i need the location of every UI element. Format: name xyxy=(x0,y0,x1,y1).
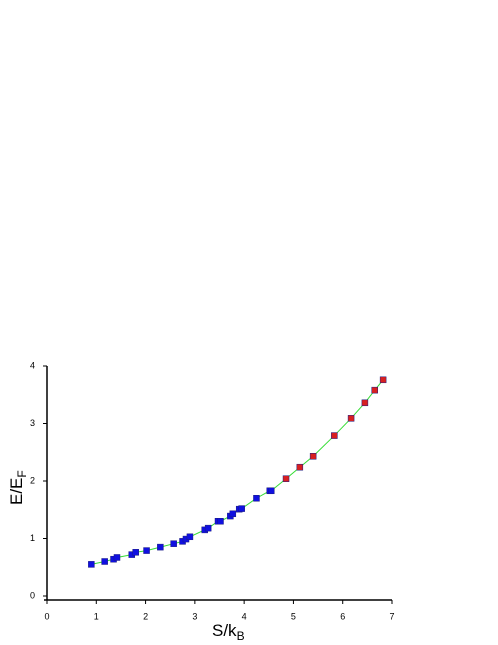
point xyxy=(238,505,245,512)
point xyxy=(88,561,95,568)
x-tick-label: 7 xyxy=(389,611,394,621)
y-tick-label: 0 xyxy=(30,590,35,600)
point xyxy=(268,487,275,495)
point xyxy=(217,518,224,525)
x-tick-label: 3 xyxy=(192,611,197,621)
x-tick-label: 4 xyxy=(242,611,247,621)
y-tick-label: 4 xyxy=(30,360,35,370)
point xyxy=(204,524,212,532)
fit-line xyxy=(91,490,272,565)
point xyxy=(186,533,194,541)
x-tick-label: 0 xyxy=(44,611,49,621)
point xyxy=(101,558,108,565)
y-tick-label: 2 xyxy=(30,475,35,485)
point xyxy=(309,453,317,460)
y-axis-title: E/EF xyxy=(7,470,29,505)
point xyxy=(143,547,150,554)
x-tick-label: 2 xyxy=(143,611,148,621)
point xyxy=(229,510,237,518)
point xyxy=(331,432,338,439)
point xyxy=(157,543,164,551)
point xyxy=(296,463,304,471)
point xyxy=(371,386,378,394)
point xyxy=(361,399,369,407)
x-axis-title: S/kB xyxy=(212,621,245,643)
x-tick-label: 1 xyxy=(94,611,99,621)
point xyxy=(170,540,177,547)
point xyxy=(132,549,139,556)
y-tick-label: 1 xyxy=(30,533,35,543)
point xyxy=(113,554,121,561)
point xyxy=(379,376,387,384)
x-tick-label: 6 xyxy=(340,611,345,621)
point xyxy=(282,475,290,482)
x-tick-label: 5 xyxy=(291,611,296,621)
y-tick-label: 3 xyxy=(30,418,35,428)
point xyxy=(347,415,355,422)
point xyxy=(253,495,260,502)
fit-line xyxy=(285,379,384,480)
